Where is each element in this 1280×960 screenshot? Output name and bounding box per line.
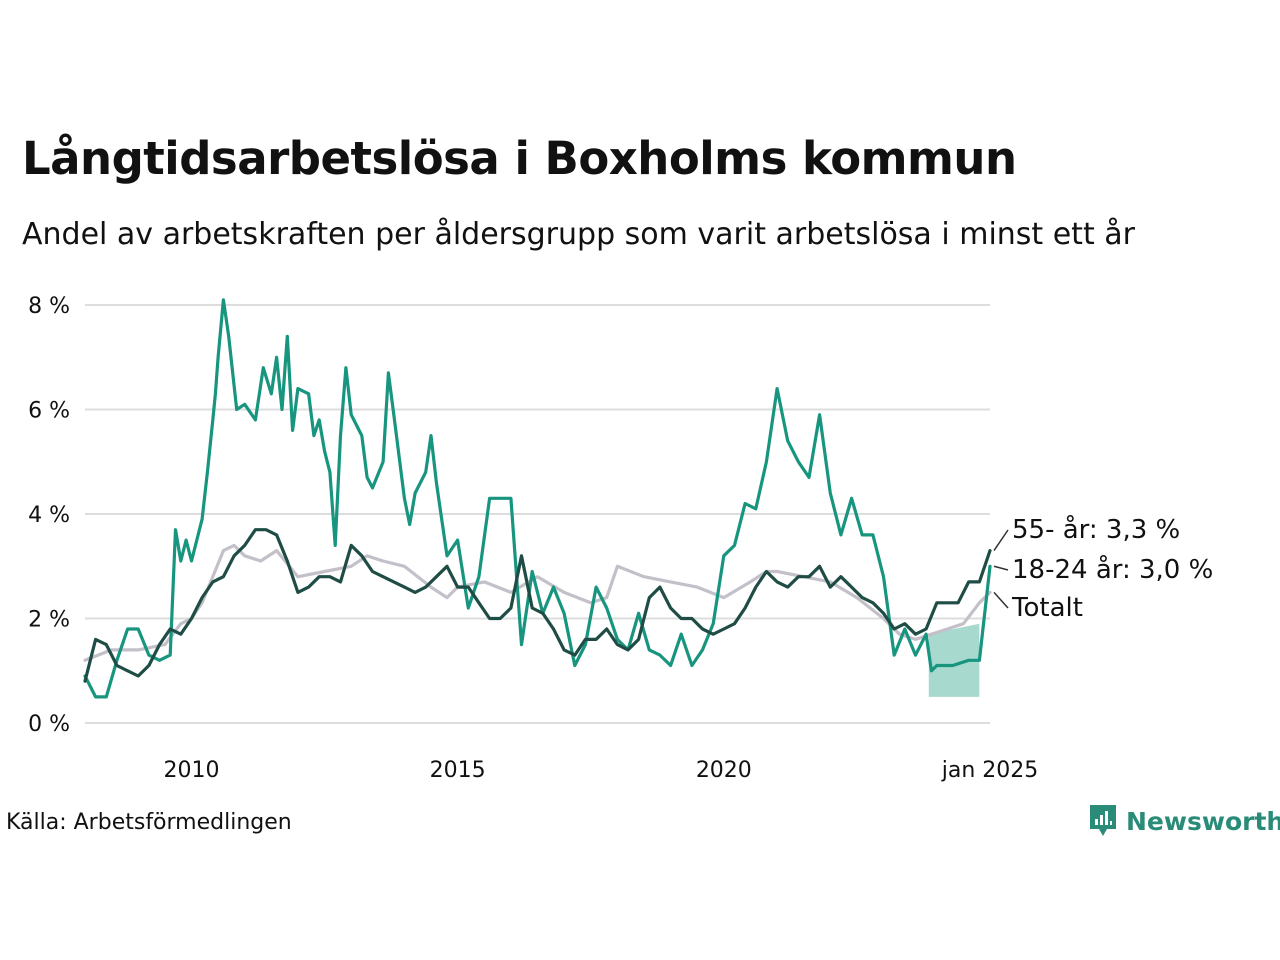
chart-title: Långtidsarbetslösa i Boxholms kommun [22,132,1017,185]
leader-line [993,591,1009,609]
series-end-label: 18-24 år: 3,0 % [1012,554,1213,585]
y-tick-label: 0 % [28,712,70,737]
leader-line [993,529,1009,551]
series-end-label: 55- år: 3,3 % [1012,514,1180,545]
x-axis-ticks: 2010 2015 2020 jan 2025 [163,758,1038,783]
y-axis-ticks: 0 % 2 % 4 % 6 % 8 % [28,294,70,737]
brand-name: Newsworthy [1126,806,1280,836]
band-area [928,623,980,697]
source-text: Källa: Arbetsförmedlingen [6,810,292,835]
series-end-label: Totalt [1011,593,1083,623]
series-line-18-24-r [83,298,992,699]
series-lines [83,298,992,699]
x-tick-label: 2015 [430,758,486,783]
chart-subtitle: Andel av arbetskraften per åldersgrupp s… [22,217,1135,252]
uncertainty-band [928,623,980,697]
grid-lines [85,304,990,724]
x-tick-label: jan 2025 [941,758,1039,783]
y-tick-label: 4 % [28,503,70,528]
y-tick-label: 8 % [28,294,70,319]
x-tick-label: 2020 [696,758,752,783]
y-tick-label: 6 % [28,399,70,424]
leader-line [993,565,1009,571]
newsworthy-logo-icon [1090,805,1116,836]
x-tick-label: 2010 [163,758,219,783]
y-tick-label: 2 % [28,608,70,633]
series-line-totalt [83,543,992,662]
series-line-55-r [83,528,992,683]
newsworthy-brand[interactable]: Newsworthy [1088,803,1280,839]
end-labels: 55- år: 3,3 % 18-24 år: 3,0 % Totalt [993,514,1213,623]
